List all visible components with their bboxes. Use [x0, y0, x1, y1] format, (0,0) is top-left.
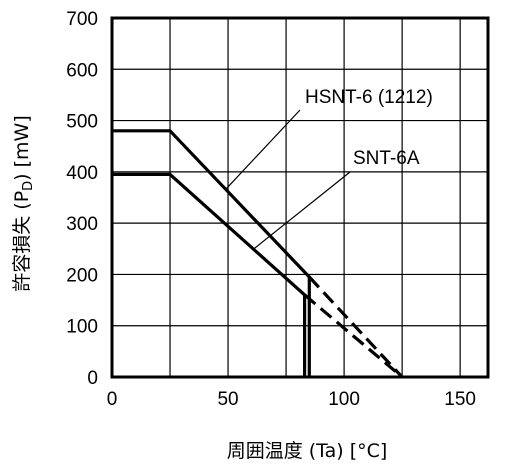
- grid-lines: [111, 18, 488, 377]
- y-axis-label: 許容損失 (PD) [mW]: [11, 115, 36, 292]
- x-tick-label-150: 150: [444, 389, 476, 410]
- y-axis-label-unit: ) [mW]: [11, 115, 33, 181]
- y-tick-label-300: 300: [66, 214, 98, 235]
- y-tick-label-100: 100: [66, 317, 98, 338]
- x-tick-label-50: 50: [217, 389, 238, 410]
- series-line-1-dashed: [303, 293, 404, 379]
- series-line-1-solid: [112, 172, 307, 377]
- y-tick-label-0: 0: [87, 368, 98, 389]
- x-axis-label: 周囲温度 (Ta) [°C]: [227, 440, 388, 462]
- leader-line-snt6a: [253, 171, 351, 250]
- series-leaders: [225, 109, 351, 250]
- series-label-hsnt6: HSNT-6 (1212): [305, 87, 433, 108]
- y-tick-label-400: 400: [66, 163, 98, 184]
- x-tick-label-100: 100: [328, 389, 360, 410]
- tick-labels: 0 100 200 300 400 500 600 700 0 50 100 150: [66, 9, 476, 410]
- y-tick-label-700: 700: [66, 9, 98, 30]
- series-lines: [112, 129, 404, 379]
- y-tick-label-500: 500: [66, 112, 98, 133]
- y-axis-label-subscript: D: [21, 181, 36, 191]
- y-tick-label-200: 200: [66, 265, 98, 286]
- plot-frame: [110, 16, 490, 379]
- series-label-snt6a: SNT-6A: [353, 148, 420, 169]
- series-line-0-solid: [112, 129, 311, 377]
- y-tick-label-600: 600: [66, 60, 98, 81]
- x-tick-label-0: 0: [107, 389, 118, 410]
- y-axis-label-main: 許容損失 (P: [11, 191, 33, 292]
- series-line-0-dashed: [308, 275, 404, 379]
- leader-line-hsnt6: [225, 109, 301, 190]
